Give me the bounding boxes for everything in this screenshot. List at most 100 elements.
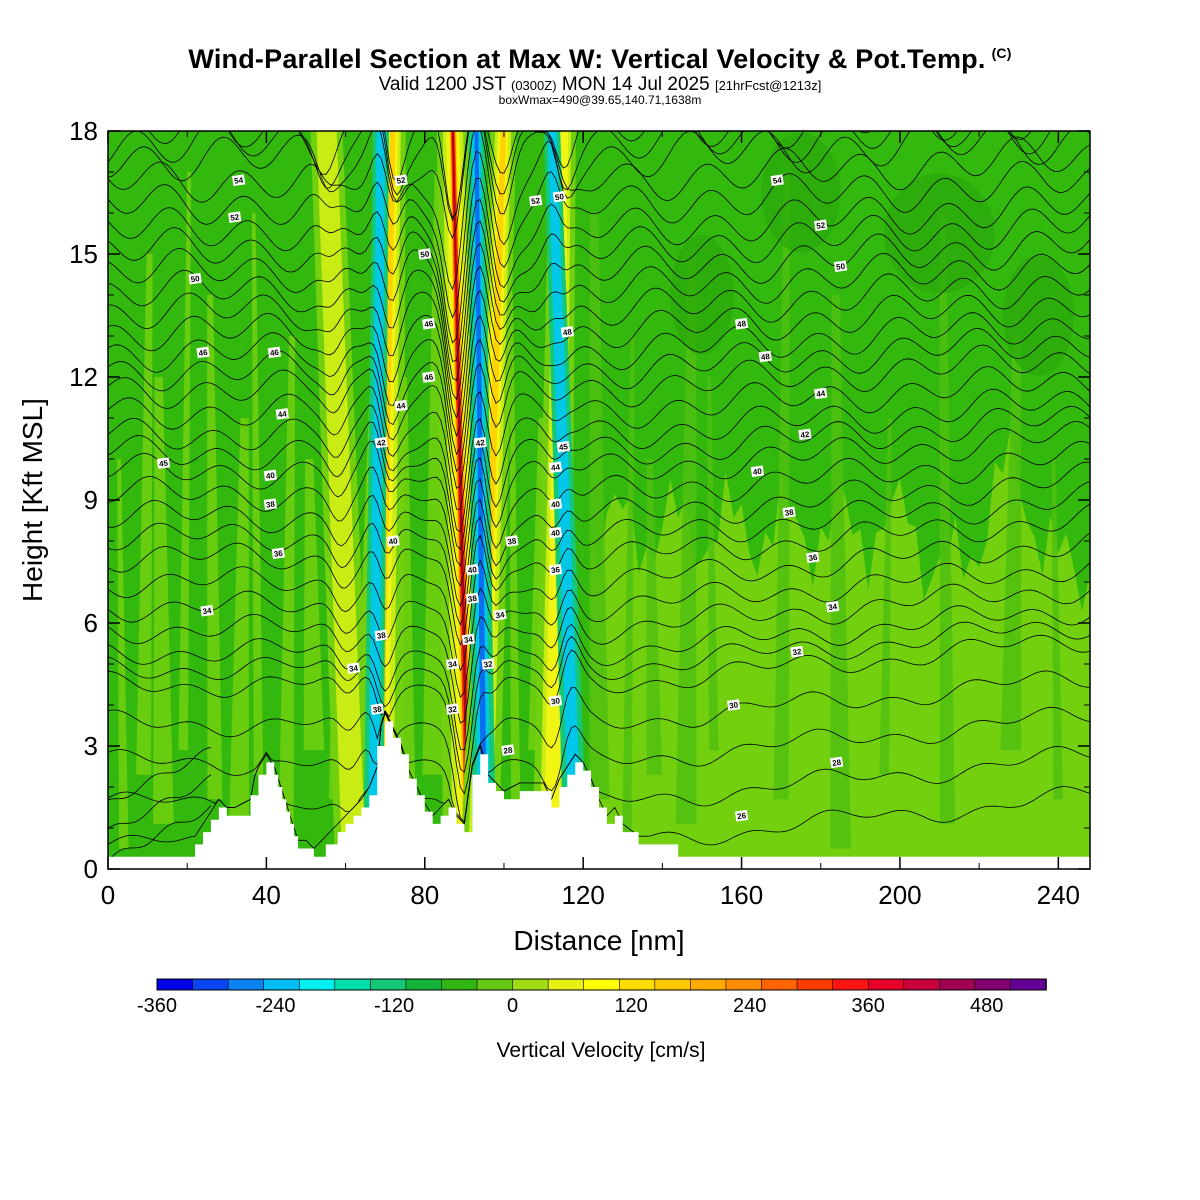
contour-label: 52 xyxy=(394,174,408,186)
wave-streak xyxy=(621,336,635,849)
contour-label-bg xyxy=(505,535,519,547)
contour-label-text: 48 xyxy=(737,319,748,329)
contour-label-text: 30 xyxy=(729,700,740,710)
x-tick-label: 200 xyxy=(878,880,921,910)
wave-streak xyxy=(588,213,610,800)
contour-label: 46 xyxy=(422,371,436,383)
theta-contour xyxy=(108,405,1090,551)
contour-label-bg xyxy=(814,219,828,232)
colorbar-swatch xyxy=(796,978,834,991)
contour-label: 40 xyxy=(465,563,479,576)
contour-label-text: 42 xyxy=(376,438,387,448)
contour-label-bg xyxy=(548,461,563,473)
contour-label-bg xyxy=(156,457,171,469)
contour-label: 38 xyxy=(782,506,796,519)
contour-label-text: 38 xyxy=(507,536,518,546)
colorbar-swatch xyxy=(618,978,656,991)
colorbar-swatch xyxy=(903,978,941,991)
contour-label-bg xyxy=(418,248,432,260)
contour-label: 32 xyxy=(445,703,460,715)
colorbar-swatch xyxy=(370,978,407,991)
colorbar-swatch xyxy=(832,978,870,991)
contour-label-bg xyxy=(465,563,479,576)
contour-label: 42 xyxy=(473,436,487,449)
terrain xyxy=(108,721,1090,869)
contour-label: 36 xyxy=(548,563,563,576)
contour-label-bg xyxy=(263,469,277,482)
contour-label: 34 xyxy=(493,609,507,621)
contour-label: 45 xyxy=(156,457,171,469)
contour-label-bg xyxy=(790,645,804,658)
contour-label: 30 xyxy=(548,695,563,707)
contour-label: 42 xyxy=(374,436,388,449)
contour-label: 40 xyxy=(548,498,563,510)
colorbar-swatch xyxy=(227,978,265,991)
colorbar-swatch xyxy=(761,978,798,991)
contour-label: 48 xyxy=(734,317,749,330)
colorbar: -360 -240 -120 0 120 240 360 480 xyxy=(137,978,1047,1017)
theta-contour xyxy=(108,131,1051,222)
wave-streak xyxy=(509,295,521,824)
y-axis-label: Height [Kft MSL] xyxy=(17,398,48,602)
forecast-info: [21hrFcst@1213z] xyxy=(714,78,822,93)
contour-label-text: 50 xyxy=(836,262,847,272)
contour-label-bg xyxy=(548,498,563,510)
theta-contour xyxy=(108,388,1090,533)
valid-time: Valid 1200 JST xyxy=(378,74,506,95)
contour-label-bg xyxy=(750,465,765,478)
x-tick-label: 40 xyxy=(252,880,281,910)
contour-label-bg xyxy=(770,174,784,186)
contour-label-bg xyxy=(445,658,460,670)
colorbar-swatch xyxy=(974,978,1012,991)
contour-label-text: 34 xyxy=(202,606,213,616)
contour-label: 40 xyxy=(386,535,400,547)
colorbar-swatch xyxy=(725,978,763,991)
contour-label-text: 42 xyxy=(800,430,811,440)
theta-contour xyxy=(108,131,1090,291)
contour-label-text: 36 xyxy=(808,553,819,563)
contour-label-bg xyxy=(825,600,840,613)
contour-label: 38 xyxy=(505,535,519,547)
contour-label-bg xyxy=(481,658,495,670)
colorbar-tick-label: 480 xyxy=(970,995,1003,1017)
contour-label-bg xyxy=(374,436,388,449)
contour-label: 52 xyxy=(814,219,828,232)
contour-label-text: 45 xyxy=(158,458,169,468)
contour-label-bg xyxy=(552,190,567,203)
colorbar-swatch xyxy=(441,978,478,991)
theta-contour xyxy=(108,634,1090,795)
contour-label-bg xyxy=(734,317,749,330)
contour-label-text: 40 xyxy=(467,565,478,575)
contour-label-text: 38 xyxy=(467,594,478,604)
wave-streak xyxy=(278,336,296,824)
wave-streak xyxy=(830,295,851,849)
theta-contour xyxy=(108,344,1090,489)
theta-contour xyxy=(108,805,212,862)
contour-label-bg xyxy=(833,260,848,273)
contour-label-text: 28 xyxy=(503,745,514,755)
contour-label: 40 xyxy=(263,469,277,482)
contour-label-text: 46 xyxy=(269,348,280,358)
box-info: boxWmax=490@39.65,140.71,1638m xyxy=(498,93,702,107)
contour-label-text: 44 xyxy=(816,389,827,399)
contour-label: 38 xyxy=(263,498,277,510)
contour-label-bg xyxy=(493,609,507,621)
contour-label-bg xyxy=(782,506,796,519)
contour-label-bg xyxy=(232,174,246,186)
contour-label: 36 xyxy=(271,547,285,560)
contour-label-bg xyxy=(726,699,741,711)
colorbar-swatch xyxy=(334,978,372,991)
vertical-velocity-field xyxy=(108,131,1090,869)
contour-label-bg xyxy=(758,350,772,363)
contour-label-bg xyxy=(548,695,563,707)
contour-label: 32 xyxy=(481,658,495,670)
contour-label: 28 xyxy=(501,744,515,756)
colorbar-tick-label: -240 xyxy=(256,995,296,1017)
theta-contour xyxy=(108,289,1090,438)
wave-streak xyxy=(117,459,129,849)
contour-label-text: 38 xyxy=(372,704,383,714)
contour-label: 30 xyxy=(726,699,741,711)
contour-label-text: 30 xyxy=(550,696,561,706)
contour-label: 46 xyxy=(196,346,210,359)
contour-label: 44 xyxy=(275,408,289,420)
